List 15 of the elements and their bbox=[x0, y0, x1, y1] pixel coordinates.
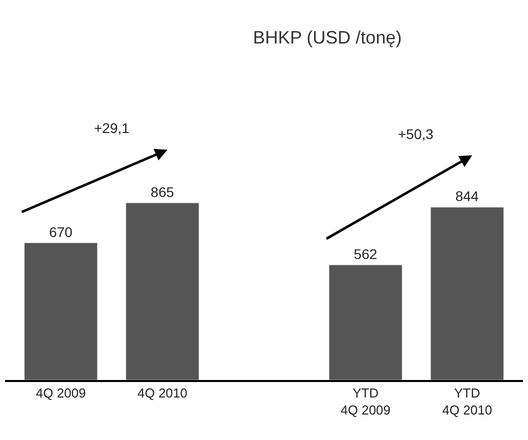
bar bbox=[126, 202, 200, 380]
x-tick-label: YTD 4Q 2009 bbox=[340, 385, 391, 418]
bar bbox=[24, 242, 98, 380]
chart-title: BHKP (USD /tonę) bbox=[252, 27, 402, 48]
text: +29,1 bbox=[94, 120, 130, 136]
x-tick-label: 4Q 2010 bbox=[137, 385, 188, 400]
data-label: 670 bbox=[49, 224, 73, 240]
x-tick-label: YTD 4Q 2010 bbox=[442, 385, 492, 418]
bar bbox=[328, 264, 402, 380]
text: +50,3 bbox=[398, 126, 434, 142]
data-label: 844 bbox=[455, 188, 479, 204]
x-tick-label: 4Q 2009 bbox=[36, 385, 86, 400]
bar bbox=[430, 206, 504, 380]
data-label: 865 bbox=[150, 184, 174, 200]
data-label: 562 bbox=[354, 246, 378, 262]
